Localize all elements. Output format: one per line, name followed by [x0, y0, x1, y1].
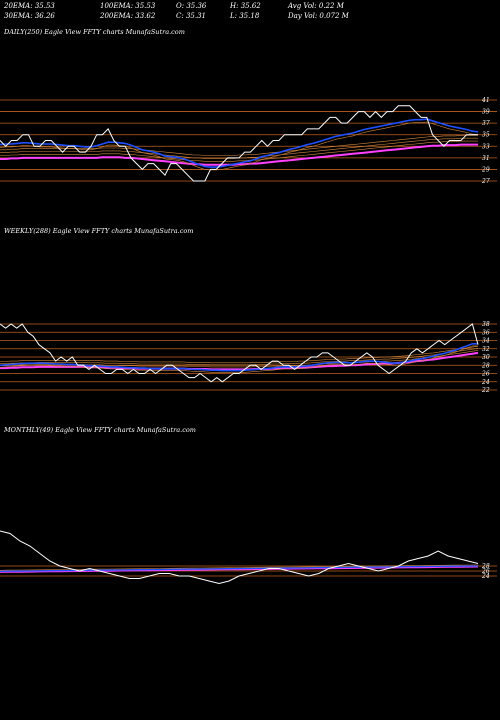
- daily-y-tick: 41: [481, 97, 490, 104]
- monthly-y-tick: 28: [481, 563, 490, 570]
- weekly-ema-brown-line: [0, 348, 479, 366]
- monthly-ema-blue-line: [0, 565, 479, 572]
- daily-y-tick: 27: [481, 178, 490, 185]
- weekly-panel-label: WEEKLY(288) Eagle View FFTY charts Munaf…: [4, 227, 194, 235]
- monthly-price-line: [0, 530, 479, 585]
- weekly-y-tick: 26: [481, 371, 490, 378]
- ema200-value: 200EMA: 33.62: [100, 12, 156, 20]
- daily-y-tick: 35: [482, 132, 490, 139]
- daily-ema-brown-line: [0, 140, 478, 162]
- daily-ema-brown-line: [0, 121, 479, 171]
- daily-price-line: [0, 105, 478, 182]
- weekly-y-tick: 24: [481, 379, 490, 386]
- daily-y-tick: 37: [482, 120, 490, 127]
- day-vol-value: Day Vol: 0.072 M: [288, 12, 349, 20]
- avg-vol-value: Avg Vol: 0.22 M: [288, 2, 344, 10]
- indicator-row-1: 20EMA: 35.53 100EMA: 35.53 O: 35.36 H: 3…: [4, 2, 494, 11]
- ema20-value: 20EMA: 35.53: [4, 2, 55, 10]
- weekly-y-tick: 30: [482, 354, 490, 361]
- weekly-y-tick: 34: [482, 338, 490, 345]
- weekly-y-tick: 38: [482, 321, 490, 328]
- weekly-price-line: [0, 323, 479, 383]
- daily-ema-brown-line: [0, 135, 478, 156]
- monthly-panel-label: MONTHLY(49) Eagle View FFTY charts Munaf…: [4, 426, 196, 434]
- daily-ema-blue-line: [0, 118, 479, 168]
- close-value: C: 35.31: [176, 12, 206, 20]
- weekly-y-tick: 36: [482, 329, 490, 336]
- ema100-value: 100EMA: 35.53: [100, 2, 156, 10]
- weekly-ema-brown-line: [0, 345, 478, 373]
- weekly-y-tick: 28: [481, 362, 490, 369]
- daily-y-tick: 31: [482, 155, 490, 162]
- high-value: H: 35.62: [230, 2, 261, 10]
- daily-y-tick: 39: [482, 109, 490, 116]
- low-value: L: 35.18: [230, 12, 260, 20]
- daily-y-tick: 29: [481, 166, 490, 173]
- weekly-y-tick: 32: [482, 346, 490, 353]
- weekly-ema-brown-line: [0, 346, 479, 364]
- daily-ema-magenta-line: [0, 143, 478, 166]
- ema30-value: 30EMA: 36.26: [4, 12, 55, 20]
- monthly-y-tick: 26: [481, 568, 490, 575]
- monthly-y-tick: 24: [481, 573, 490, 580]
- indicator-row-2: 30EMA: 36.26 200EMA: 33.62 C: 35.31 L: 3…: [4, 12, 494, 21]
- weekly-y-tick: 22: [481, 387, 490, 394]
- open-value: O: 35.36: [176, 2, 207, 10]
- daily-y-tick: 33: [482, 143, 490, 150]
- daily-panel-label: DAILY(250) Eagle View FFTY charts Munafa…: [4, 28, 185, 36]
